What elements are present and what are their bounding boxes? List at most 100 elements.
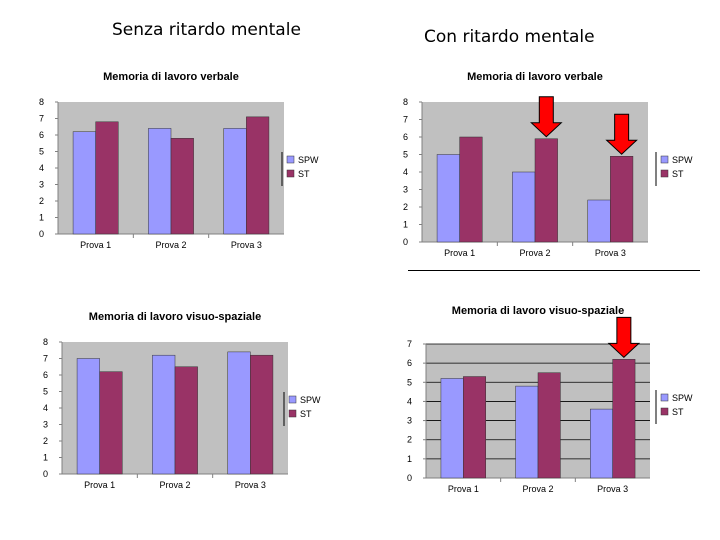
legend-swatch-st <box>660 169 669 178</box>
y-tick-label: 0 <box>43 469 48 479</box>
x-tick-label-prova-3: Prova 3 <box>231 240 262 250</box>
legend-swatch-spw <box>660 393 669 402</box>
bar-st-prova-2 <box>170 138 194 235</box>
y-tick-label: 3 <box>43 420 48 430</box>
y-tick-label: 6 <box>407 358 412 368</box>
divider-line <box>408 270 700 271</box>
legend-label-st: ST <box>300 409 312 419</box>
y-tick-label: 7 <box>43 354 48 364</box>
x-tick-label-prova-2: Prova 2 <box>159 480 190 490</box>
chart-visuo-spaziale-senza-ritardo: Memoria di lavoro visuo-spaziale 0 1 2 3 4 5 6 7… <box>43 311 321 490</box>
y-tick-label: 0 <box>403 237 408 247</box>
y-tick-label: 7 <box>39 114 44 124</box>
y-tick-label: 4 <box>403 167 408 177</box>
bar-spw-prova-2 <box>512 171 536 243</box>
bar-spw-prova-2 <box>515 385 539 479</box>
x-tick-label-prova-3: Prova 3 <box>597 484 628 494</box>
arrow-icon <box>605 113 638 155</box>
legend-label-spw: SPW <box>298 155 319 165</box>
legend: SPW ST <box>283 392 321 426</box>
y-tick-label: 0 <box>407 473 412 483</box>
bar-st-prova-3 <box>612 359 636 479</box>
y-tick-label: 6 <box>43 370 48 380</box>
y-tick-label: 4 <box>407 396 412 406</box>
chart-title: Memoria di lavoro verbale <box>103 71 239 83</box>
bar-spw-prova-1 <box>76 358 100 475</box>
bar-st-prova-1 <box>99 371 123 475</box>
chart-title: Memoria di lavoro verbale <box>467 71 603 83</box>
arrow-icon <box>607 316 641 358</box>
chart-title: Memoria di lavoro visuo-spaziale <box>89 311 261 323</box>
y-tick-label: 4 <box>43 403 48 413</box>
bar-st-prova-3 <box>250 354 274 475</box>
y-tick-label: 2 <box>39 196 44 206</box>
y-tick-label: 1 <box>403 220 408 230</box>
legend-swatch-st <box>288 409 297 418</box>
bar-spw-prova-3 <box>590 408 613 479</box>
y-tick-label: 3 <box>403 185 408 195</box>
legend-label-st: ST <box>672 407 684 417</box>
y-tick-label: 2 <box>43 436 48 446</box>
y-tick-label: 6 <box>39 130 44 140</box>
bar-spw-prova-3 <box>227 351 251 475</box>
y-tick-label: 1 <box>39 213 44 223</box>
legend-label-spw: SPW <box>672 155 693 165</box>
bar-st-prova-3 <box>246 116 270 235</box>
y-tick-label: 0 <box>39 229 44 239</box>
y-tick-label: 5 <box>407 377 412 387</box>
legend-swatch-spw <box>660 155 669 164</box>
arrow-icon <box>530 96 563 138</box>
bar-st-prova-3 <box>610 156 634 243</box>
legend-swatch-spw <box>286 155 295 164</box>
legend: SPW ST <box>655 152 693 186</box>
bar-st-prova-2 <box>537 372 561 479</box>
bar-st-prova-2 <box>534 138 558 243</box>
chart-verbale-senza-ritardo: Memoria di lavoro verbale 0 1 2 3 4 5 6 7 8 Prova … <box>39 71 319 250</box>
y-tick-label: 8 <box>43 337 48 347</box>
bar-st-prova-1 <box>463 376 486 479</box>
legend-swatch-st <box>286 169 295 178</box>
x-tick-label-prova-1: Prova 1 <box>448 484 479 494</box>
bar-spw-prova-3 <box>223 128 247 235</box>
y-tick-label: 2 <box>403 202 408 212</box>
y-tick-label: 5 <box>403 150 408 160</box>
x-tick-label-prova-3: Prova 3 <box>595 248 626 258</box>
chart-title: Memoria di lavoro visuo-spaziale <box>452 305 624 317</box>
legend: SPW ST <box>655 390 693 424</box>
legend-label-st: ST <box>298 169 310 179</box>
x-tick-label-prova-1: Prova 1 <box>444 248 475 258</box>
y-tick-label: 1 <box>407 454 412 464</box>
y-tick-label: 8 <box>403 97 408 107</box>
bar-st-prova-2 <box>174 366 198 475</box>
bar-spw-prova-3 <box>587 199 611 243</box>
y-tick-label: 6 <box>403 132 408 142</box>
y-tick-label: 4 <box>39 163 44 173</box>
x-tick-label-prova-2: Prova 2 <box>519 248 550 258</box>
y-tick-label: 5 <box>39 147 44 157</box>
y-tick-label: 3 <box>39 180 44 190</box>
heading-senza-ritardo: Senza ritardo mentale <box>112 20 301 40</box>
bar-spw-prova-2 <box>148 128 172 235</box>
bar-spw-prova-1 <box>72 131 96 235</box>
x-tick-label-prova-1: Prova 1 <box>84 480 115 490</box>
legend-swatch-spw <box>288 395 297 404</box>
legend: SPW ST <box>281 152 319 186</box>
bar-spw-prova-1 <box>436 154 460 243</box>
y-tick-label: 7 <box>403 115 408 125</box>
heading-con-ritardo: Con ritardo mentale <box>424 27 595 47</box>
bar-spw-prova-2 <box>152 354 176 475</box>
bar-st-prova-1 <box>459 136 483 243</box>
y-tick-label: 2 <box>407 435 412 445</box>
y-tick-label: 7 <box>407 339 412 349</box>
x-tick-label-prova-2: Prova 2 <box>522 484 553 494</box>
legend-label-spw: SPW <box>300 395 321 405</box>
chart-visuo-spaziale-con-ritardo: Memoria di lavoro visuo-spaziale 0 1 2 3 4 5 6 7… <box>407 305 693 494</box>
y-tick-label: 1 <box>43 453 48 463</box>
x-tick-label-prova-3: Prova 3 <box>235 480 266 490</box>
chart-verbale-con-ritardo: Memoria di lavoro verbale 0 1 2 3 4 5 6 7 8 Prova … <box>403 71 693 258</box>
y-tick-label: 5 <box>43 387 48 397</box>
legend-label-st: ST <box>672 169 684 179</box>
bar-st-prova-1 <box>95 121 119 235</box>
y-tick-label: 3 <box>407 416 412 426</box>
x-tick-label-prova-1: Prova 1 <box>80 240 111 250</box>
